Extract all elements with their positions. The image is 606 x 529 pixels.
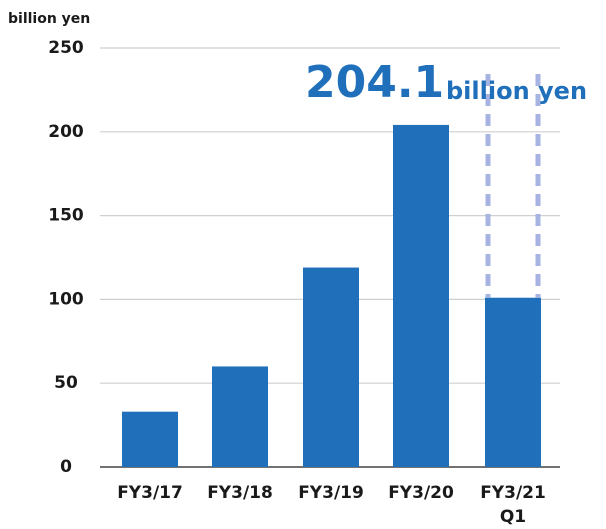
bar [485, 297, 541, 467]
bar [393, 124, 449, 467]
value-label: 204.1 [305, 57, 444, 108]
y-tick-label: 100 [48, 289, 84, 309]
y-tick-label: 50 [54, 373, 78, 393]
y-tick-label: 250 [48, 38, 84, 58]
annotation-unit: billion yen [446, 77, 587, 105]
x-tick-label: FY3/18 [207, 483, 273, 503]
y-tick-label: 150 [48, 206, 84, 226]
x-tick-label: FY3/19 [298, 483, 364, 503]
y-tick-label: 200 [48, 122, 84, 142]
x-tick-label: FY3/17 [117, 483, 183, 503]
x-tick-label: FY3/21 Q1 [480, 483, 546, 527]
x-tick-label: FY3/20 [388, 483, 454, 503]
bar [303, 267, 359, 467]
bar [122, 411, 178, 467]
y-tick-label: 0 [60, 457, 72, 477]
bar [212, 366, 268, 467]
y-axis-label: billion yen [8, 11, 90, 27]
